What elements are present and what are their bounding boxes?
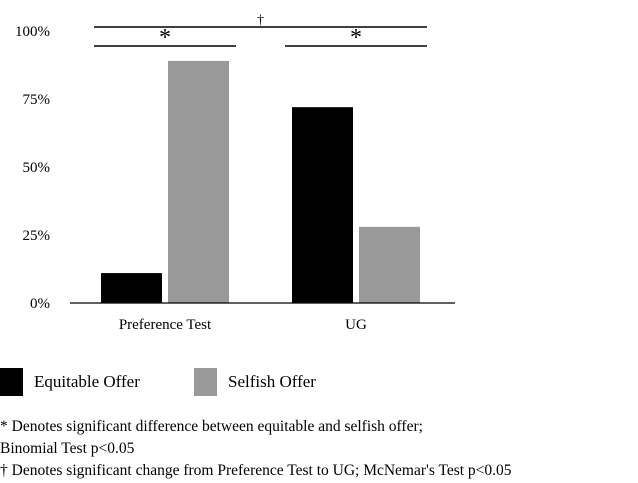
footnote-significance-line1: * Denotes significant difference between… bbox=[0, 418, 423, 435]
bar-selfish-preference-test bbox=[168, 60, 229, 303]
bar-selfish-ug bbox=[359, 226, 420, 303]
footnote-significance-line2: Binomial Test p<0.05 bbox=[0, 440, 135, 457]
y-tick-label: 50% bbox=[23, 160, 51, 176]
bar-chart: 0% 25% 50% 75% 100% * * † Preference Test UG bbox=[15, 13, 455, 333]
significance-asterisk: * bbox=[159, 25, 171, 51]
bars bbox=[101, 60, 420, 303]
significance-asterisk: * bbox=[350, 25, 362, 51]
bar-equitable-preference-test bbox=[101, 273, 162, 303]
y-tick-label: 100% bbox=[15, 24, 50, 40]
bar-equitable-ug bbox=[292, 107, 353, 303]
significance-dagger: † bbox=[257, 13, 264, 28]
legend-label-selfish: Selfish Offer bbox=[228, 372, 316, 391]
legend-label-equitable: Equitable Offer bbox=[34, 372, 140, 391]
legend-item-selfish: Selfish Offer bbox=[194, 368, 316, 396]
legend-swatch-equitable bbox=[0, 368, 23, 396]
footnotes: * Denotes significant difference between… bbox=[0, 416, 638, 482]
significance-brackets: * * † bbox=[94, 13, 427, 51]
x-category-label: Preference Test bbox=[119, 317, 212, 333]
legend-swatch-selfish bbox=[194, 368, 217, 396]
y-tick-label: 0% bbox=[30, 296, 50, 312]
x-category-label: UG bbox=[345, 317, 367, 333]
legend-item-equitable: Equitable Offer bbox=[0, 368, 140, 396]
y-tick-label: 25% bbox=[23, 228, 51, 244]
y-axis-ticks: 0% 25% 50% 75% 100% bbox=[15, 24, 50, 312]
footnote-dagger: † Denotes significant change from Prefer… bbox=[0, 462, 512, 479]
y-tick-label: 75% bbox=[23, 92, 51, 108]
x-axis-categories: Preference Test UG bbox=[119, 317, 367, 333]
